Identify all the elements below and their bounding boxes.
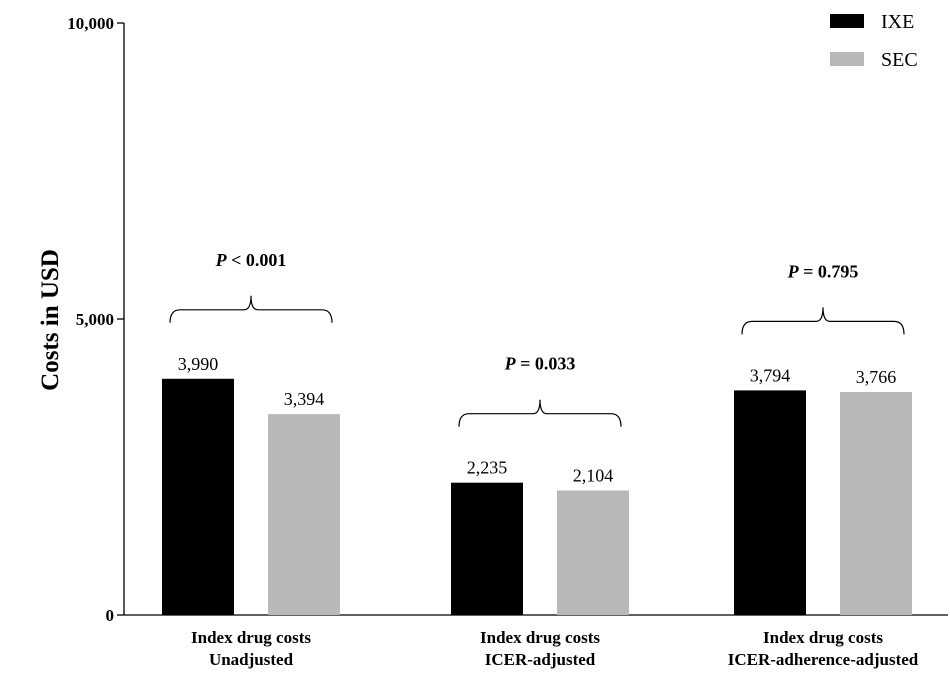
category-labels: Index drug costs Unadjusted Index drug cos… <box>191 628 919 669</box>
p-value-label-2: P = 0.795 <box>787 261 859 281</box>
bars <box>162 378 912 615</box>
legend-label-sec: SEC <box>881 49 918 71</box>
y-ticks: 0 5,000 10,000 <box>67 14 124 625</box>
category-label-1-1: ICER-adjusted <box>485 650 596 669</box>
data-label-sec-0: 3,394 <box>284 389 325 409</box>
bar-ixe-0 <box>162 378 234 615</box>
data-label-ixe-1: 2,235 <box>467 458 508 478</box>
bar-ixe-1 <box>451 482 523 615</box>
legend: IXE SEC <box>830 11 918 71</box>
data-label-ixe-2: 3,794 <box>750 365 791 385</box>
category-label-0-1: Unadjusted <box>209 650 294 669</box>
bar-sec-0 <box>268 414 340 615</box>
legend-swatch-sec <box>830 52 864 66</box>
data-label-ixe-0: 3,990 <box>178 354 219 374</box>
category-label-2-1: ICER-adherence-adjusted <box>728 650 919 669</box>
category-label-0-0: Index drug costs <box>191 628 311 647</box>
y-tick-label: 0 <box>106 606 115 625</box>
bar-sec-1 <box>557 490 629 615</box>
bar-sec-2 <box>840 392 912 615</box>
category-label-1-0: Index drug costs <box>480 628 600 647</box>
y-tick-label: 10,000 <box>67 14 114 33</box>
significance-annotations: P < 0.001 P = 0.033 P = 0.795 <box>169 250 905 427</box>
bar-ixe-2 <box>734 390 806 615</box>
data-label-sec-2: 3,766 <box>856 367 897 387</box>
y-tick-label: 5,000 <box>76 310 114 329</box>
p-value-label-0: P < 0.001 <box>215 250 287 270</box>
legend-swatch-ixe <box>830 14 864 28</box>
data-label-sec-1: 2,104 <box>573 465 614 485</box>
legend-label-ixe: IXE <box>881 11 914 33</box>
axes <box>123 23 948 616</box>
brace-0 <box>169 295 333 323</box>
y-axis-label: Costs in USD <box>37 249 64 391</box>
data-labels: 3,990 3,394 2,235 2,104 3,794 3,766 <box>178 354 897 486</box>
p-value-label-1: P = 0.033 <box>504 354 576 374</box>
brace-1 <box>458 399 622 427</box>
brace-2 <box>741 307 905 335</box>
category-label-2-0: Index drug costs <box>763 628 883 647</box>
